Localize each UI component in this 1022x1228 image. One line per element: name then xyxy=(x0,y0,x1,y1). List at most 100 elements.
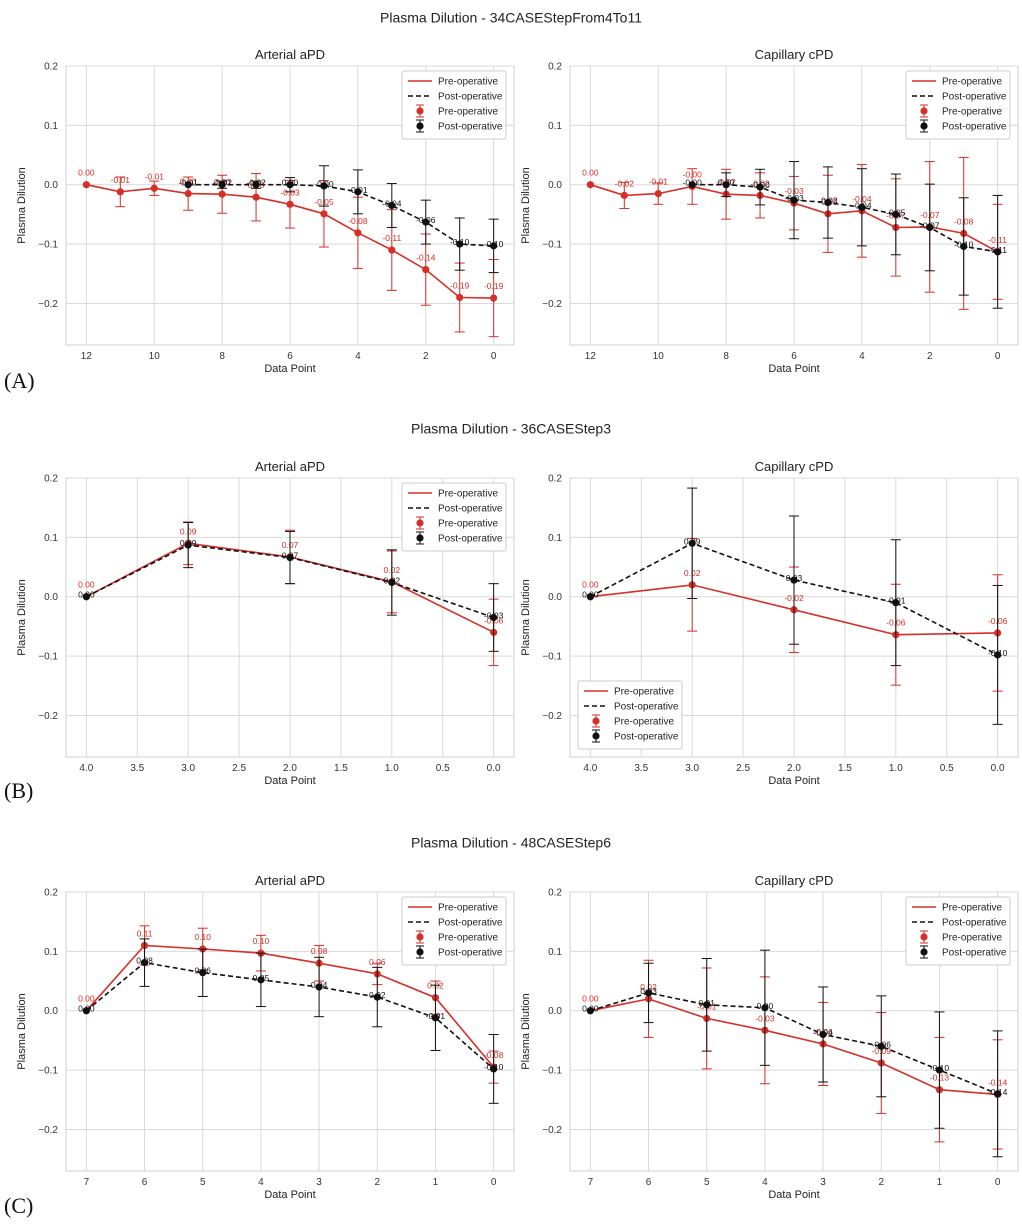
data-label: 0.00 xyxy=(78,168,95,178)
x-tick-label: 5 xyxy=(704,1177,710,1188)
data-point xyxy=(960,242,968,251)
data-point xyxy=(388,246,396,254)
data-label: -0.02 xyxy=(212,178,232,188)
x-tick-label: 3.0 xyxy=(685,763,699,774)
x-tick-label: 7 xyxy=(84,1177,90,1188)
x-tick-label: 0.0 xyxy=(991,763,1005,774)
figure-row-title: Plasma Dilution - 36CASEStep3 xyxy=(411,420,611,436)
data-label: 0.09 xyxy=(684,536,701,546)
data-label: -0.10 xyxy=(450,237,470,247)
chart-panel-2: 12 10 8 6 4 2 0 0.2 0.1 0.0 −0.1 −0.2 Capillary cPD D… xyxy=(520,47,1019,375)
data-label: 0.06 xyxy=(194,966,211,976)
x-tick-label: 2 xyxy=(374,1177,380,1188)
legend-label: Pre-operative xyxy=(614,717,674,728)
data-point xyxy=(456,293,464,302)
data-label: 0.02 xyxy=(384,575,401,585)
x-tick-label: 1.0 xyxy=(889,763,903,774)
series-line xyxy=(590,998,998,1096)
data-point xyxy=(257,976,265,984)
legend-label: Pre-operative xyxy=(942,77,1002,88)
y-tick-label: −0.2 xyxy=(38,1125,58,1136)
legend-label: Pre-operative xyxy=(438,107,498,118)
data-label: -0.11 xyxy=(988,245,1007,255)
data-label: -0.04 xyxy=(813,1027,833,1037)
data-label: 0.00 xyxy=(78,1004,95,1014)
data-point xyxy=(892,210,900,219)
data-label: -0.01 xyxy=(649,177,669,187)
y-tick-label: 0.2 xyxy=(44,62,58,73)
series-post-operative: 0.00 0.09 0.07 0.02 -0.03 xyxy=(78,522,504,652)
data-point xyxy=(790,196,798,204)
y-tick-label: 0.2 xyxy=(548,888,562,899)
y-tick-label: 0.0 xyxy=(44,592,58,603)
x-tick-label: 0.0 xyxy=(487,763,501,774)
legend: Pre-operative Post-operative Pre-operative… xyxy=(577,680,683,750)
x-tick-label: 1 xyxy=(937,1177,943,1188)
legend-label: Post-operative xyxy=(438,534,503,545)
data-label: -0.10 xyxy=(484,239,504,249)
panel-title: Capillary cPD xyxy=(755,47,834,62)
x-tick-label: 3.5 xyxy=(634,763,648,774)
data-point xyxy=(892,599,900,607)
legend-marker-swatch xyxy=(416,948,424,956)
legend-label: Post-operative xyxy=(438,918,503,929)
data-point xyxy=(620,191,628,200)
x-tick-label: 7 xyxy=(588,1177,594,1188)
data-point xyxy=(824,198,832,207)
panel-title: Arterial aPD xyxy=(255,47,325,62)
data-point xyxy=(490,294,498,302)
data-point xyxy=(218,181,226,189)
data-point xyxy=(431,1014,440,1022)
data-label: -0.03 xyxy=(784,193,804,203)
series-post-operative: -0.00 0.00 -0.00 -0.03 -0.03 -0.04 -0.05 -0.07 -… xyxy=(682,161,1007,309)
data-point xyxy=(490,242,498,250)
legend: Pre-operative Post-operative Pre-operative… xyxy=(905,896,1011,966)
legend-marker-swatch xyxy=(920,122,928,130)
data-label: -0.14 xyxy=(416,253,436,263)
panel-letter-label: (B) xyxy=(4,778,33,803)
y-tick-label: −0.2 xyxy=(38,711,58,722)
legend-marker-swatch xyxy=(416,534,424,542)
y-tick-label: −0.2 xyxy=(542,299,562,310)
data-label: -0.03 xyxy=(818,196,838,206)
data-point xyxy=(644,989,653,997)
y-tick-label: 0.2 xyxy=(548,62,562,73)
legend-label: Post-operative xyxy=(438,122,503,133)
data-point xyxy=(218,190,226,198)
series-post-operative: 0.00 0.08 0.06 0.05 0.04 0.02 -0.01 -0.10 xyxy=(78,938,504,1104)
data-point xyxy=(819,1030,827,1039)
data-label: -0.02 xyxy=(615,178,635,188)
legend-label: Pre-operative xyxy=(438,519,498,530)
figure-row-title: Plasma Dilution - 34CASEStepFrom4To11 xyxy=(380,9,642,25)
x-tick-label: 2 xyxy=(423,351,429,362)
data-point xyxy=(150,184,158,192)
data-point xyxy=(654,190,662,198)
chart-panel-4: 4.0 3.5 3.0 2.5 2.0 1.5 1.0 0.5 0.0 0.2 0.1 0.0 −0.1… xyxy=(520,459,1019,787)
data-point xyxy=(586,181,594,189)
x-tick-label: 2 xyxy=(878,1177,884,1188)
legend-label: Pre-operative xyxy=(438,489,498,500)
data-label: 0.08 xyxy=(136,956,153,966)
panel-title: Arterial aPD xyxy=(255,873,325,888)
y-tick-label: 0.1 xyxy=(44,121,58,132)
data-point xyxy=(140,959,149,967)
legend-label: Post-operative xyxy=(438,92,503,103)
data-point xyxy=(82,1007,90,1015)
legend-marker-swatch xyxy=(416,933,424,941)
y-tick-label: −0.2 xyxy=(542,1125,562,1136)
data-label: -0.00 xyxy=(682,178,702,188)
chart-panel-5: 7 6 5 4 3 2 1 0 0.2 0.1 0.0 −0.1 −0.2 Arterial aPD Dat… xyxy=(16,873,515,1201)
y-tick-label: 0.2 xyxy=(44,888,58,899)
data-point xyxy=(82,181,90,189)
data-label: 0.00 xyxy=(582,168,599,178)
data-point xyxy=(490,613,498,622)
y-tick-label: 0.1 xyxy=(44,947,58,958)
data-label: 0.04 xyxy=(311,980,328,990)
y-tick-label: 0.0 xyxy=(548,592,562,603)
data-point xyxy=(456,240,464,248)
x-tick-label: 0 xyxy=(491,351,497,362)
x-tick-label: 0 xyxy=(491,1177,497,1188)
series-line xyxy=(590,992,998,1095)
data-point xyxy=(790,576,798,584)
data-label: -0.06 xyxy=(872,1039,892,1049)
